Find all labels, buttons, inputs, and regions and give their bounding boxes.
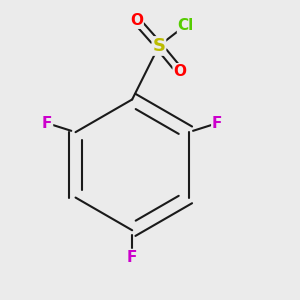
Text: S: S [152, 37, 165, 55]
Text: F: F [212, 116, 222, 131]
Text: O: O [130, 13, 143, 28]
Text: F: F [127, 250, 137, 265]
Text: Cl: Cl [178, 18, 194, 33]
Text: F: F [42, 116, 52, 131]
Text: O: O [173, 64, 186, 79]
